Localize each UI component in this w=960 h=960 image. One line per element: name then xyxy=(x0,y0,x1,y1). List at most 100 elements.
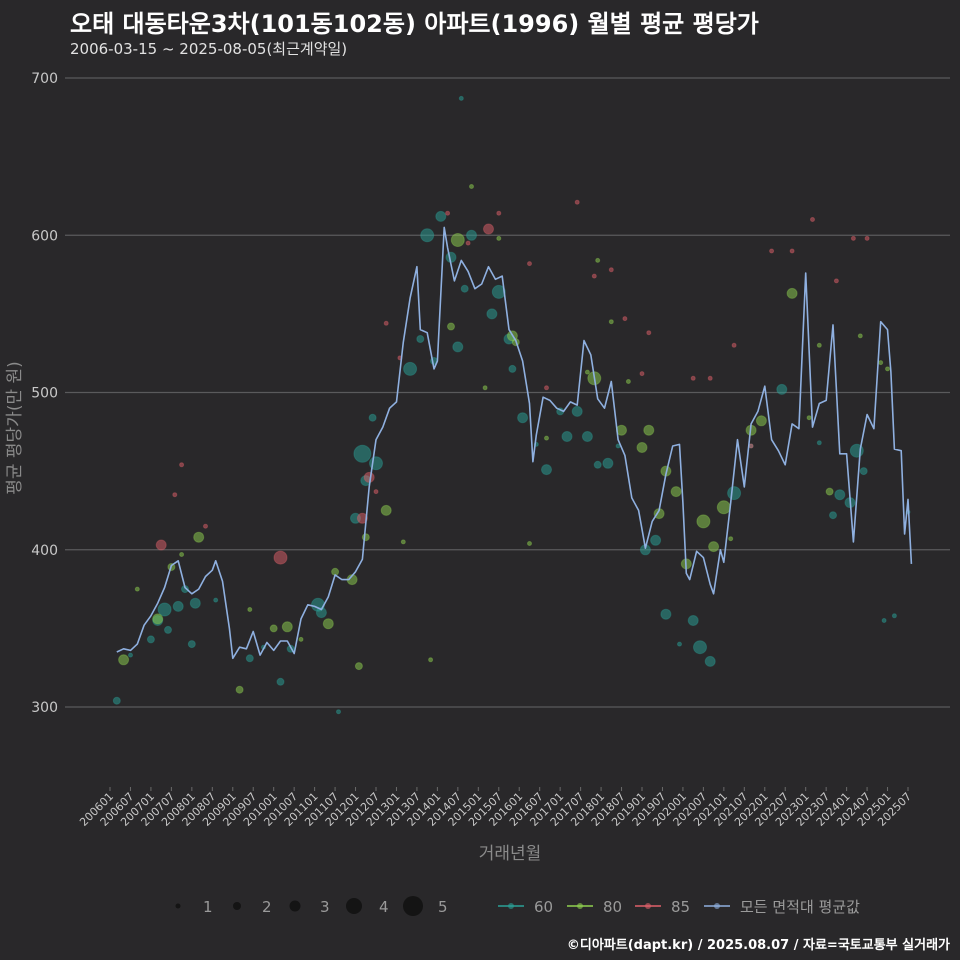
point-area-80 xyxy=(450,233,465,247)
x-tick-labels: 2006012006072007012007072008012008072009… xyxy=(77,787,914,829)
point-area-85 xyxy=(356,512,368,524)
point-area-85 xyxy=(789,248,795,254)
legend-key-dot xyxy=(714,903,720,909)
point-area-85 xyxy=(273,550,288,565)
point-area-85 xyxy=(445,210,451,216)
point-area-80 xyxy=(625,379,631,384)
source-caption: ©디아파트(dapt.kr) / 2025.08.07 / 자료=국토교통부 실… xyxy=(566,938,950,953)
point-area-85 xyxy=(496,210,502,216)
point-area-80 xyxy=(825,487,834,496)
point-area-85 xyxy=(203,523,208,529)
chart-title: 오태 대동타운3차(101동102동) 아파트(1996) 월별 평균 평당가 xyxy=(70,10,759,38)
point-area-60 xyxy=(172,600,184,612)
point-area-60 xyxy=(541,464,552,476)
y-tick-label: 600 xyxy=(31,228,58,244)
point-area-80 xyxy=(152,613,164,625)
point-area-80 xyxy=(447,322,455,331)
legend-key-dot xyxy=(508,903,514,909)
point-area-80 xyxy=(482,385,488,391)
point-area-85 xyxy=(748,443,754,449)
point-area-80 xyxy=(643,424,655,436)
point-area-80 xyxy=(496,235,502,241)
point-area-60 xyxy=(146,635,155,644)
point-area-80 xyxy=(380,504,392,516)
point-area-60 xyxy=(687,615,699,626)
point-area-60 xyxy=(859,467,868,476)
point-area-85 xyxy=(690,375,696,381)
point-area-60 xyxy=(403,361,418,376)
point-area-80 xyxy=(281,621,293,633)
point-area-60 xyxy=(420,228,435,243)
legend-size-dot xyxy=(403,896,423,916)
point-area-80 xyxy=(636,442,648,453)
point-area-85 xyxy=(544,385,549,391)
point-area-60 xyxy=(452,341,464,353)
legend-series-label: 60 xyxy=(534,898,553,916)
point-area-60 xyxy=(187,640,196,649)
point-area-85 xyxy=(639,371,645,377)
point-area-80 xyxy=(247,607,253,612)
point-area-80 xyxy=(179,552,185,557)
point-area-85 xyxy=(608,267,614,273)
legend-size-label: 5 xyxy=(438,898,448,916)
point-area-80 xyxy=(584,369,590,375)
legend-key-dot xyxy=(577,903,583,909)
point-area-85 xyxy=(363,471,375,483)
point-area-80 xyxy=(354,662,363,671)
legend-size-label: 1 xyxy=(203,898,213,916)
point-area-80 xyxy=(708,541,720,553)
point-area-85 xyxy=(383,320,389,326)
point-area-85 xyxy=(864,235,870,241)
point-area-60 xyxy=(416,335,425,343)
point-area-60 xyxy=(189,597,201,609)
point-area-60 xyxy=(517,412,529,424)
point-area-60 xyxy=(834,489,846,501)
point-area-60 xyxy=(881,618,887,623)
legend-size-dot xyxy=(289,900,301,912)
point-area-85 xyxy=(622,316,628,322)
average-line-layer xyxy=(116,226,913,660)
legend-series-label: 80 xyxy=(603,898,622,916)
point-area-85 xyxy=(769,248,775,254)
y-tick-label: 500 xyxy=(31,386,58,402)
point-area-80 xyxy=(806,415,812,421)
point-area-80 xyxy=(786,287,798,299)
point-area-85 xyxy=(850,235,856,241)
point-area-80 xyxy=(269,624,278,633)
point-area-60 xyxy=(315,607,327,619)
point-area-60 xyxy=(829,511,837,520)
point-area-60 xyxy=(336,709,341,715)
point-area-80 xyxy=(428,657,434,663)
point-area-60 xyxy=(460,284,469,293)
point-area-60 xyxy=(157,602,172,617)
x-axis-title: 거래년월 xyxy=(479,844,542,864)
y-tick-labels: 300 400 500 600 700 xyxy=(31,71,58,716)
legend-size-label: 2 xyxy=(262,898,272,916)
point-area-80 xyxy=(885,366,890,372)
point-area-80 xyxy=(134,586,140,592)
point-area-60 xyxy=(213,597,219,603)
point-area-60 xyxy=(891,613,897,619)
point-area-60 xyxy=(368,413,377,422)
legend-size-dot xyxy=(175,903,181,909)
point-area-85 xyxy=(527,261,532,267)
point-area-60 xyxy=(245,654,254,663)
legend-series-label: 85 xyxy=(671,898,690,916)
point-area-60 xyxy=(571,405,583,417)
point-area-80 xyxy=(118,654,130,666)
grid-lines xyxy=(65,77,950,708)
y-tick-label: 300 xyxy=(31,700,58,716)
legend-size-dot xyxy=(233,902,241,910)
point-area-60 xyxy=(677,641,682,647)
point-area-60 xyxy=(727,486,742,501)
chart-subtitle: 2006-03-15 ~ 2025-08-05(최근계약일) xyxy=(70,40,348,58)
point-area-80 xyxy=(322,618,334,630)
point-area-80 xyxy=(816,342,822,348)
point-area-60 xyxy=(491,284,506,299)
point-area-80 xyxy=(878,360,884,366)
point-area-60 xyxy=(581,431,593,442)
point-area-60 xyxy=(704,655,716,667)
point-area-60 xyxy=(660,608,672,620)
legend-size-dot xyxy=(346,898,362,914)
point-area-80 xyxy=(728,536,734,542)
